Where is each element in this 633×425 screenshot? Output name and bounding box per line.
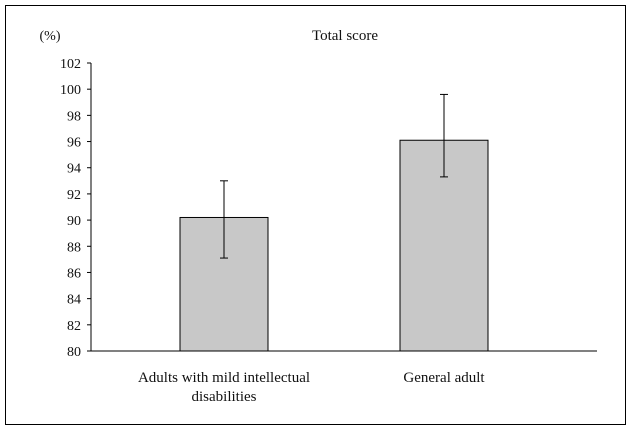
bars [179, 139, 489, 352]
y-tick-label: 88 [67, 240, 81, 255]
bar-chart: Total score (%) 80 82 84 86 88 90 92 94 96 98 100 1… [40, 28, 597, 405]
y-tick-label: 100 [60, 83, 81, 98]
axes [90, 63, 597, 352]
y-tick-label: 102 [60, 57, 81, 72]
category-label-line: disabilities [192, 389, 257, 405]
y-axis-unit-label: (%) [40, 29, 61, 44]
y-tick-label: 96 [67, 136, 81, 151]
category-label-line: Adults with mild intellectual [138, 370, 310, 386]
error-bars [220, 93, 448, 259]
y-tick-label: 80 [67, 345, 81, 360]
category-label: General adult [403, 370, 485, 386]
y-ticks: 80 82 84 86 88 90 92 94 96 98 100 102 [60, 57, 91, 360]
chart-frame [5, 5, 626, 425]
category-label: Adults with mild intellectual disabilitie… [138, 370, 310, 405]
y-tick-label: 92 [67, 188, 81, 203]
y-tick-label: 84 [67, 293, 81, 308]
category-label-line: General adult [403, 370, 485, 386]
y-tick-label: 90 [67, 214, 81, 229]
y-tick-label: 94 [67, 162, 81, 177]
chart-title: Total score [312, 28, 378, 44]
y-tick-label: 98 [67, 109, 81, 124]
y-tick-label: 86 [67, 266, 81, 281]
y-tick-label: 82 [67, 319, 81, 334]
category-labels: Adults with mild intellectual disabilitie… [138, 370, 485, 405]
